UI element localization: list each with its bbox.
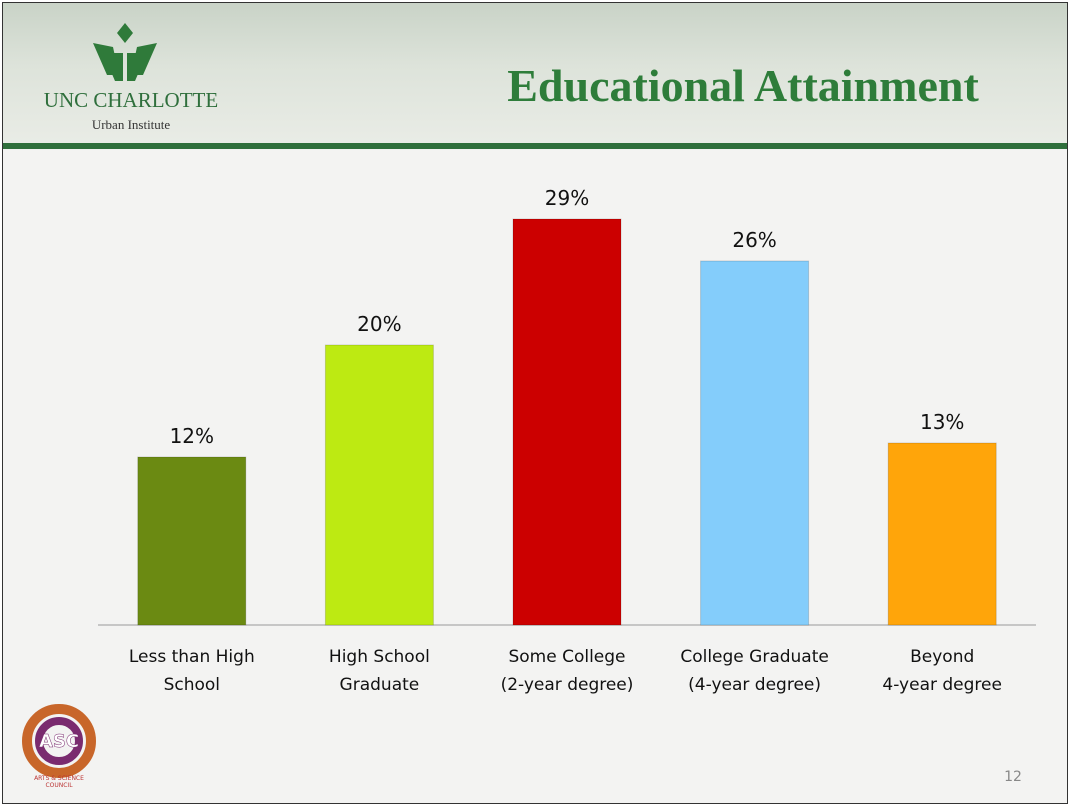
value-label: 12% [170, 424, 214, 448]
bar [137, 456, 247, 626]
bar [512, 218, 622, 626]
x-tick-label: College Graduate (4-year degree) [680, 647, 829, 695]
value-label: 13% [920, 410, 964, 434]
x-tick-label: Some College (2-year degree) [500, 647, 634, 695]
x-tick-label: High School Graduate [328, 647, 430, 695]
logo-subtitle: Urban Institute [92, 117, 171, 132]
logo-title: UNC CHARLOTTE [44, 88, 218, 112]
unc-logo [93, 23, 157, 81]
bar [700, 260, 810, 626]
chart-title: Educational Attainment [507, 60, 979, 111]
bar [887, 442, 997, 626]
value-label: 20% [357, 312, 401, 336]
bar [324, 344, 434, 626]
value-label: 26% [732, 228, 776, 252]
value-label: 29% [545, 186, 589, 210]
header-band [3, 3, 1067, 143]
asc-logo [22, 704, 96, 778]
asc-logo-caption: ARTS & SCIENCE COUNCIL [34, 775, 84, 789]
asc-logo-text: ASC [39, 731, 79, 752]
x-tick-label: Less than High School [128, 647, 255, 695]
page-number: 12 [1004, 769, 1022, 785]
chart: UNC CHARLOTTE Urban Institute Educationa… [22, 23, 1036, 785]
x-tick-label: Beyond 4-year degree [882, 647, 1002, 695]
header-rule [3, 143, 1067, 149]
